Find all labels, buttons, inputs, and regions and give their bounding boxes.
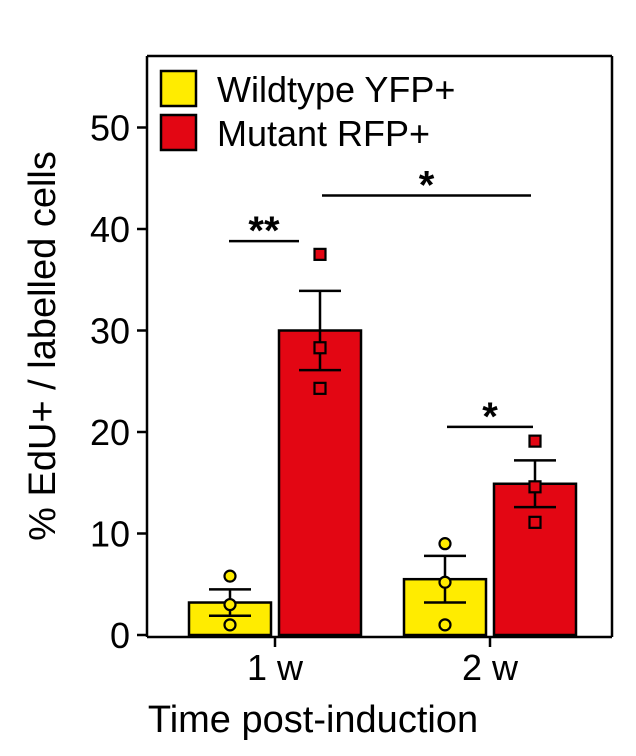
- bar: [277, 329, 363, 637]
- y-tick-label: 0: [110, 615, 130, 656]
- data-point: [223, 569, 237, 583]
- data-point: [313, 247, 327, 261]
- data-point: [438, 575, 452, 589]
- y-tick-label: 40: [90, 209, 130, 250]
- data-point: [528, 515, 542, 529]
- x-ticks: 1 w 2 w: [247, 637, 519, 688]
- significance-label: **: [248, 209, 280, 253]
- data-point: [313, 341, 327, 355]
- data-point: [528, 434, 542, 448]
- significance-label: *: [482, 395, 498, 439]
- y-ticks: 0 10 20 30 40 50: [90, 108, 147, 656]
- legend-swatch: [159, 113, 198, 152]
- y-tick-label: 10: [90, 514, 130, 555]
- significance-label: *: [419, 164, 435, 208]
- legend-label: Wildtype YFP+: [217, 69, 455, 110]
- data-points-group: [223, 247, 542, 632]
- significance-group: ****: [229, 164, 533, 439]
- y-tick-label: 50: [90, 108, 130, 149]
- x-axis-label: Time post-induction: [148, 699, 478, 741]
- y-tick-label: 30: [90, 311, 130, 352]
- data-point: [528, 480, 542, 494]
- x-tick-label: 1 w: [247, 647, 304, 688]
- legend: Wildtype YFP+Mutant RFP+: [159, 69, 455, 154]
- y-axis-label: % EdU+ / labelled cells: [22, 151, 64, 541]
- y-tick-label: 20: [90, 412, 130, 453]
- legend-label: Mutant RFP+: [217, 113, 430, 154]
- data-point: [223, 618, 237, 632]
- data-point: [313, 381, 327, 395]
- data-point: [438, 537, 452, 551]
- legend-swatch: [159, 69, 198, 108]
- x-tick-label: 2 w: [462, 647, 519, 688]
- data-point: [438, 618, 452, 632]
- data-point: [223, 597, 237, 612]
